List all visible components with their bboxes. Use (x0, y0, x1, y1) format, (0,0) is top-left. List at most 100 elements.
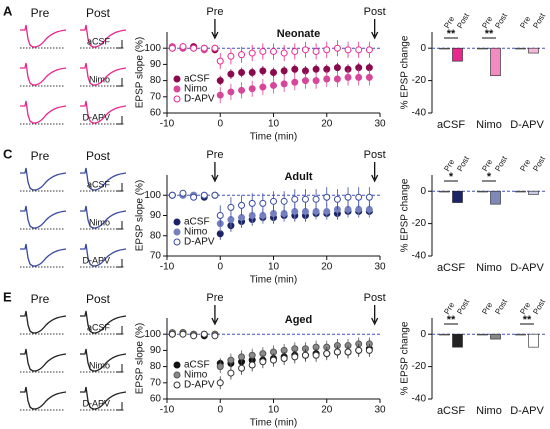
panel-letter: C (3, 146, 13, 161)
y-tick-label: 70 (150, 251, 162, 262)
legend-label: D-APV (184, 380, 215, 391)
significance-label: ** (485, 28, 494, 40)
data-point (259, 83, 267, 91)
y-tick-label: 100 (144, 43, 161, 54)
scale-bar (116, 183, 123, 192)
bar (439, 333, 450, 336)
y-tick-label: 90 (150, 59, 162, 70)
panel-letter: E (3, 289, 12, 304)
data-point (323, 46, 331, 54)
data-point (344, 73, 352, 81)
significance-label: * (449, 171, 454, 183)
x-tick-label: 20 (321, 119, 333, 130)
data-point (333, 75, 341, 83)
trace-header: Post (86, 6, 111, 20)
trace (20, 243, 67, 267)
data-point (248, 85, 256, 93)
annotation-arrow (371, 305, 379, 326)
data-point (323, 207, 331, 215)
data-point (190, 44, 198, 52)
data-point (259, 67, 267, 75)
data-point (270, 47, 277, 55)
trace (20, 310, 67, 334)
data-point (312, 195, 320, 203)
data-point (270, 197, 277, 205)
data-point (190, 193, 198, 201)
x-tick-label: 20 (321, 262, 333, 273)
y-axis-label: % EPSP change (400, 178, 411, 252)
legend-label: Post (531, 11, 547, 30)
scale-bar (116, 259, 123, 268)
data-point (179, 43, 187, 51)
annotation-arrow (371, 19, 379, 40)
data-point (355, 46, 363, 54)
data-point (227, 203, 235, 211)
data-point (216, 57, 224, 65)
data-point (211, 44, 219, 52)
bar (515, 47, 526, 50)
data-point (238, 353, 246, 361)
data-point (227, 88, 235, 96)
data-point (200, 330, 208, 338)
legend-marker (173, 238, 181, 246)
bar-chart: -40-200% EPSP changeaCSFPrePost**NimoPre… (400, 297, 548, 417)
chart-title: Adult (284, 171, 312, 183)
x-tick-label: -10 (160, 119, 175, 130)
data-point (355, 73, 363, 81)
legend-label: Post (455, 297, 471, 316)
scale-bar (116, 326, 123, 335)
annotation-label: Post (364, 292, 386, 304)
x-axis-label: Time (min) (250, 132, 297, 143)
bar (528, 47, 539, 54)
chart-title: Aged (285, 314, 313, 326)
data-point (238, 364, 246, 372)
data-point (227, 70, 235, 78)
scale-bar (116, 364, 123, 373)
data-point (280, 80, 288, 88)
data-point (344, 46, 352, 54)
data-point (280, 67, 288, 75)
legend-label: Post (493, 11, 509, 30)
y-tick-label: 0 (420, 186, 426, 197)
data-point (301, 46, 309, 54)
y-tick-label: -20 (412, 361, 427, 372)
data-point (216, 363, 224, 371)
scale-bar (116, 116, 123, 125)
legend-label: Post (455, 11, 471, 30)
scale-bar (116, 402, 123, 411)
bar (452, 333, 463, 348)
bar (452, 47, 463, 62)
data-point (312, 65, 320, 73)
legend-label: Pre (518, 14, 532, 30)
bar-chart: -40-200% EPSP changeaCSFPrePost*NimoPreP… (400, 154, 548, 274)
trace (80, 205, 127, 229)
annotation-label: Pre (206, 292, 223, 304)
trace-header: Post (86, 292, 111, 306)
data-point (238, 201, 246, 209)
x-tick-label: 30 (374, 119, 386, 130)
data-point (259, 358, 267, 366)
y-tick-label: 100 (144, 329, 161, 340)
data-point (200, 44, 208, 52)
data-point (179, 330, 187, 338)
bar (439, 47, 450, 50)
bar (477, 190, 488, 193)
data-point (333, 64, 341, 72)
condition-label: aCSF (87, 179, 111, 189)
trace-header: Pre (31, 292, 50, 306)
legend-label: aCSF (184, 217, 210, 228)
x-tick-label: 30 (374, 405, 386, 416)
data-point (259, 199, 267, 207)
bar (515, 333, 526, 336)
legend-marker (173, 381, 181, 389)
trace (80, 348, 127, 372)
x-tick-label: 30 (374, 262, 386, 273)
y-tick-label: 80 (150, 361, 162, 372)
annotation-arrow (371, 162, 379, 183)
panel-letter: A (3, 3, 13, 18)
data-point (270, 81, 277, 89)
legend-marker (173, 85, 181, 93)
legend-label: Nimo (184, 84, 208, 95)
